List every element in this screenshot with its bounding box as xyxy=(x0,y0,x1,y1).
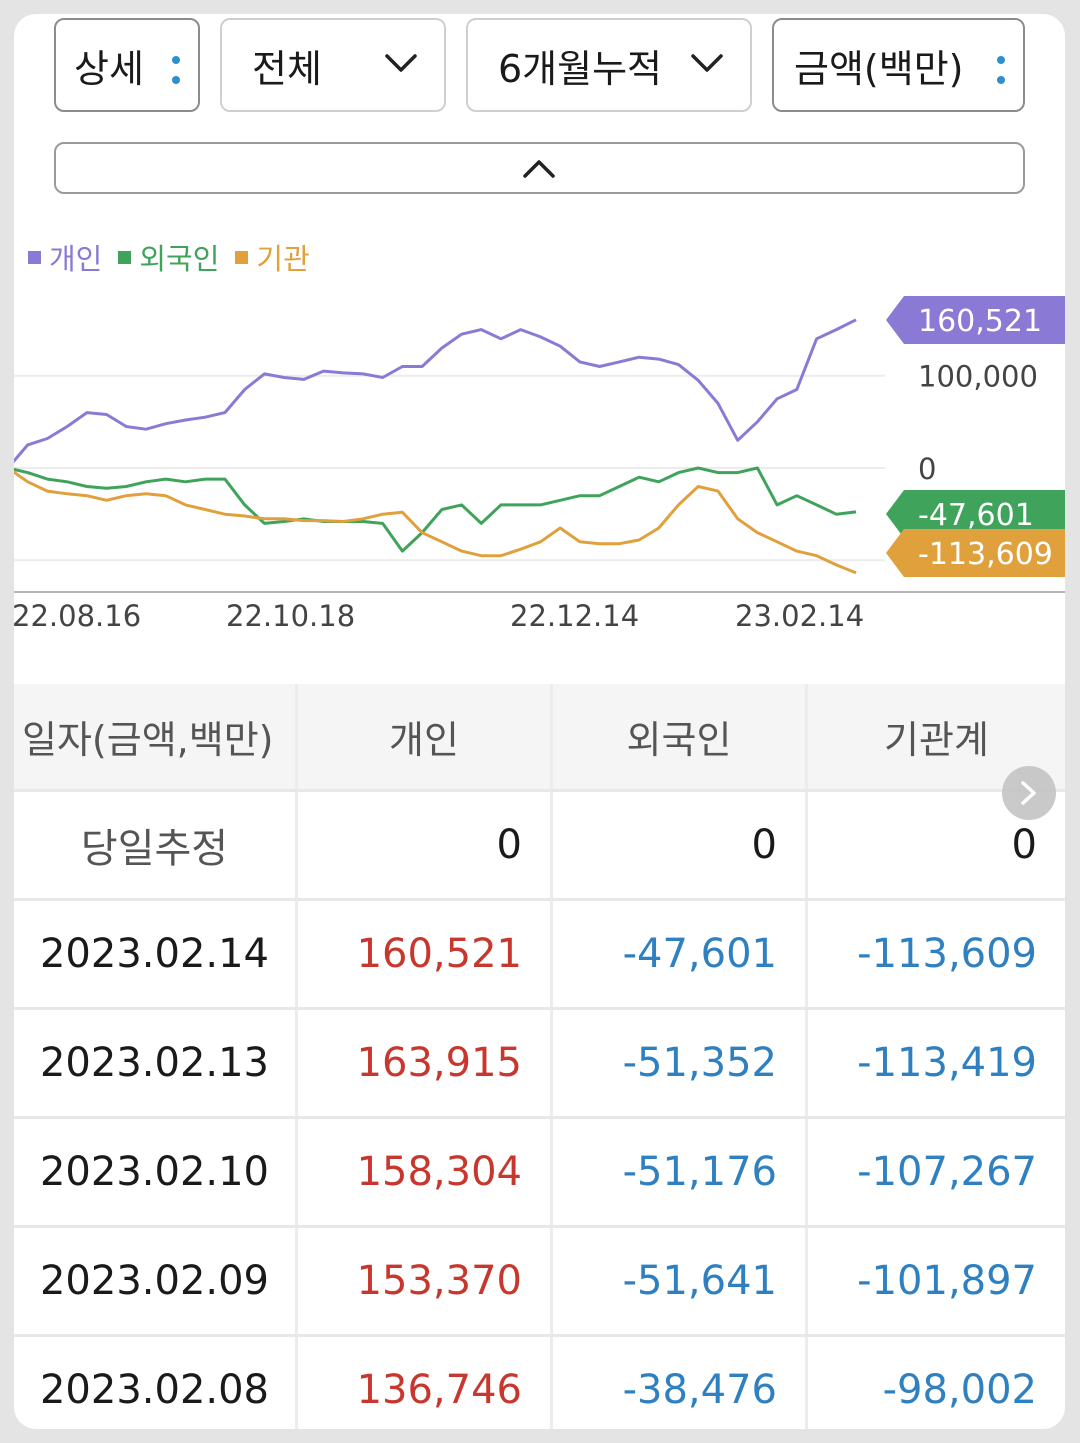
investor-trend-panel: 상세 전체 6개월누적 금액(백만) 개인 외국인 기관 100,000 0 22.08… xyxy=(14,14,1065,1429)
y-tick-label: 100,000 xyxy=(918,360,1038,394)
chevron-right-icon xyxy=(1021,781,1036,805)
table-cell: -113,609 xyxy=(857,931,1037,977)
column-header: 기관계 xyxy=(884,718,989,762)
last-value-label: -113,609 xyxy=(918,537,1053,572)
period-dropdown[interactable]: 6개월누적 xyxy=(466,18,752,112)
table-cell: 0 xyxy=(553,792,808,898)
table-row[interactable]: 2023.02.13 163,915 -51,352 -113,419 xyxy=(14,1010,1065,1119)
y-tick-label: 0 xyxy=(918,452,936,486)
scope-label: 전체 xyxy=(252,46,322,91)
last-value-tag: -113,609 xyxy=(886,529,1065,577)
legend-item: 기관 xyxy=(235,236,310,278)
unit-label: 금액(백만) xyxy=(794,46,964,91)
x-tick-label: 23.02.14 xyxy=(735,599,864,633)
table-cell: 당일추정 xyxy=(14,792,298,898)
table-cell: 163,915 xyxy=(298,1010,553,1116)
column-header: 외국인 xyxy=(553,684,808,789)
table-row[interactable]: 당일추정 0 0 0 xyxy=(14,792,1065,901)
x-tick-label: 22.08.16 xyxy=(14,599,141,633)
last-value-tag: 160,521 xyxy=(886,296,1065,344)
column-header: 일자(금액,백만) xyxy=(14,684,298,789)
table-cell: -113,419 xyxy=(857,1040,1037,1086)
last-value-tag: -47,601 xyxy=(886,490,1065,538)
investor-line-chart: 100,000 0 22.08.16 22.10.18 22.12.14 23.02.14… xyxy=(14,296,1065,633)
table-cell: 0 xyxy=(298,792,553,898)
chart-legend: 개인 외국인 기관 xyxy=(28,236,310,278)
table-cell: 2023.02.10 xyxy=(14,1119,298,1225)
series-line-1 xyxy=(14,466,857,553)
table-cell: 136,746 xyxy=(298,1337,553,1429)
table-cell: 2023.02.13 xyxy=(14,1010,298,1116)
table-cell: 2023.02.14 xyxy=(14,901,298,1007)
table-cell: -51,176 xyxy=(553,1119,808,1225)
scroll-right-button[interactable] xyxy=(1002,766,1056,820)
chevron-down-icon xyxy=(385,54,417,72)
period-label: 6개월누적 xyxy=(498,46,663,91)
table-cell: -98,002 xyxy=(882,1367,1037,1413)
unit-menu-button[interactable]: 금액(백만) xyxy=(772,18,1025,112)
legend-label: 기관 xyxy=(256,242,310,276)
table-cell: -47,601 xyxy=(553,901,808,1007)
legend-item: 개인 xyxy=(28,236,102,278)
legend-swatch xyxy=(28,250,41,264)
legend-swatch xyxy=(235,250,249,264)
x-tick-label: 22.10.18 xyxy=(226,599,355,633)
last-value-label: 160,521 xyxy=(918,304,1042,339)
x-tick-label: 22.12.14 xyxy=(510,599,639,633)
detail-label: 상세 xyxy=(74,46,144,91)
legend-item: 외국인 xyxy=(118,236,219,278)
table-row[interactable]: 2023.02.08 136,746 -38,476 -98,002 xyxy=(14,1337,1065,1429)
legend-label: 개인 xyxy=(49,242,103,276)
last-value-label: -47,601 xyxy=(918,498,1034,533)
detail-menu-button[interactable]: 상세 xyxy=(54,18,200,112)
legend-swatch xyxy=(118,250,132,264)
series-line-0 xyxy=(14,318,857,464)
table-header: 일자(금액,백만) 개인 외국인 기관계 xyxy=(14,684,1065,792)
collapse-filters-button[interactable] xyxy=(54,142,1025,194)
chevron-down-icon xyxy=(691,54,723,72)
column-header: 개인 xyxy=(298,684,553,789)
table-cell: -51,352 xyxy=(553,1010,808,1116)
table-cell: 153,370 xyxy=(298,1228,553,1334)
table-cell: 160,521 xyxy=(298,901,553,1007)
table-row[interactable]: 2023.02.14 160,521 -47,601 -113,609 xyxy=(14,901,1065,1010)
scope-dropdown[interactable]: 전체 xyxy=(220,18,446,112)
legend-label: 외국인 xyxy=(139,242,220,276)
chevron-up-icon xyxy=(523,160,555,178)
table-row[interactable]: 2023.02.10 158,304 -51,176 -107,267 xyxy=(14,1119,1065,1228)
table-cell: -101,897 xyxy=(857,1258,1037,1304)
table-cell: 0 xyxy=(1011,822,1037,868)
table-cell: 2023.02.08 xyxy=(14,1337,298,1429)
table-cell: -107,267 xyxy=(857,1149,1037,1195)
more-options-icon xyxy=(172,56,180,86)
table-row[interactable]: 2023.02.09 153,370 -51,641 -101,897 xyxy=(14,1228,1065,1337)
table-cell: 158,304 xyxy=(298,1119,553,1225)
investor-table: 일자(금액,백만) 개인 외국인 기관계 당일추정 0 0 0 2023.02.14 160,52… xyxy=(14,684,1065,1429)
more-options-icon xyxy=(997,56,1005,86)
table-cell: 2023.02.09 xyxy=(14,1228,298,1334)
series-line-2 xyxy=(14,470,857,575)
table-cell: -51,641 xyxy=(553,1228,808,1334)
table-cell: -38,476 xyxy=(553,1337,808,1429)
